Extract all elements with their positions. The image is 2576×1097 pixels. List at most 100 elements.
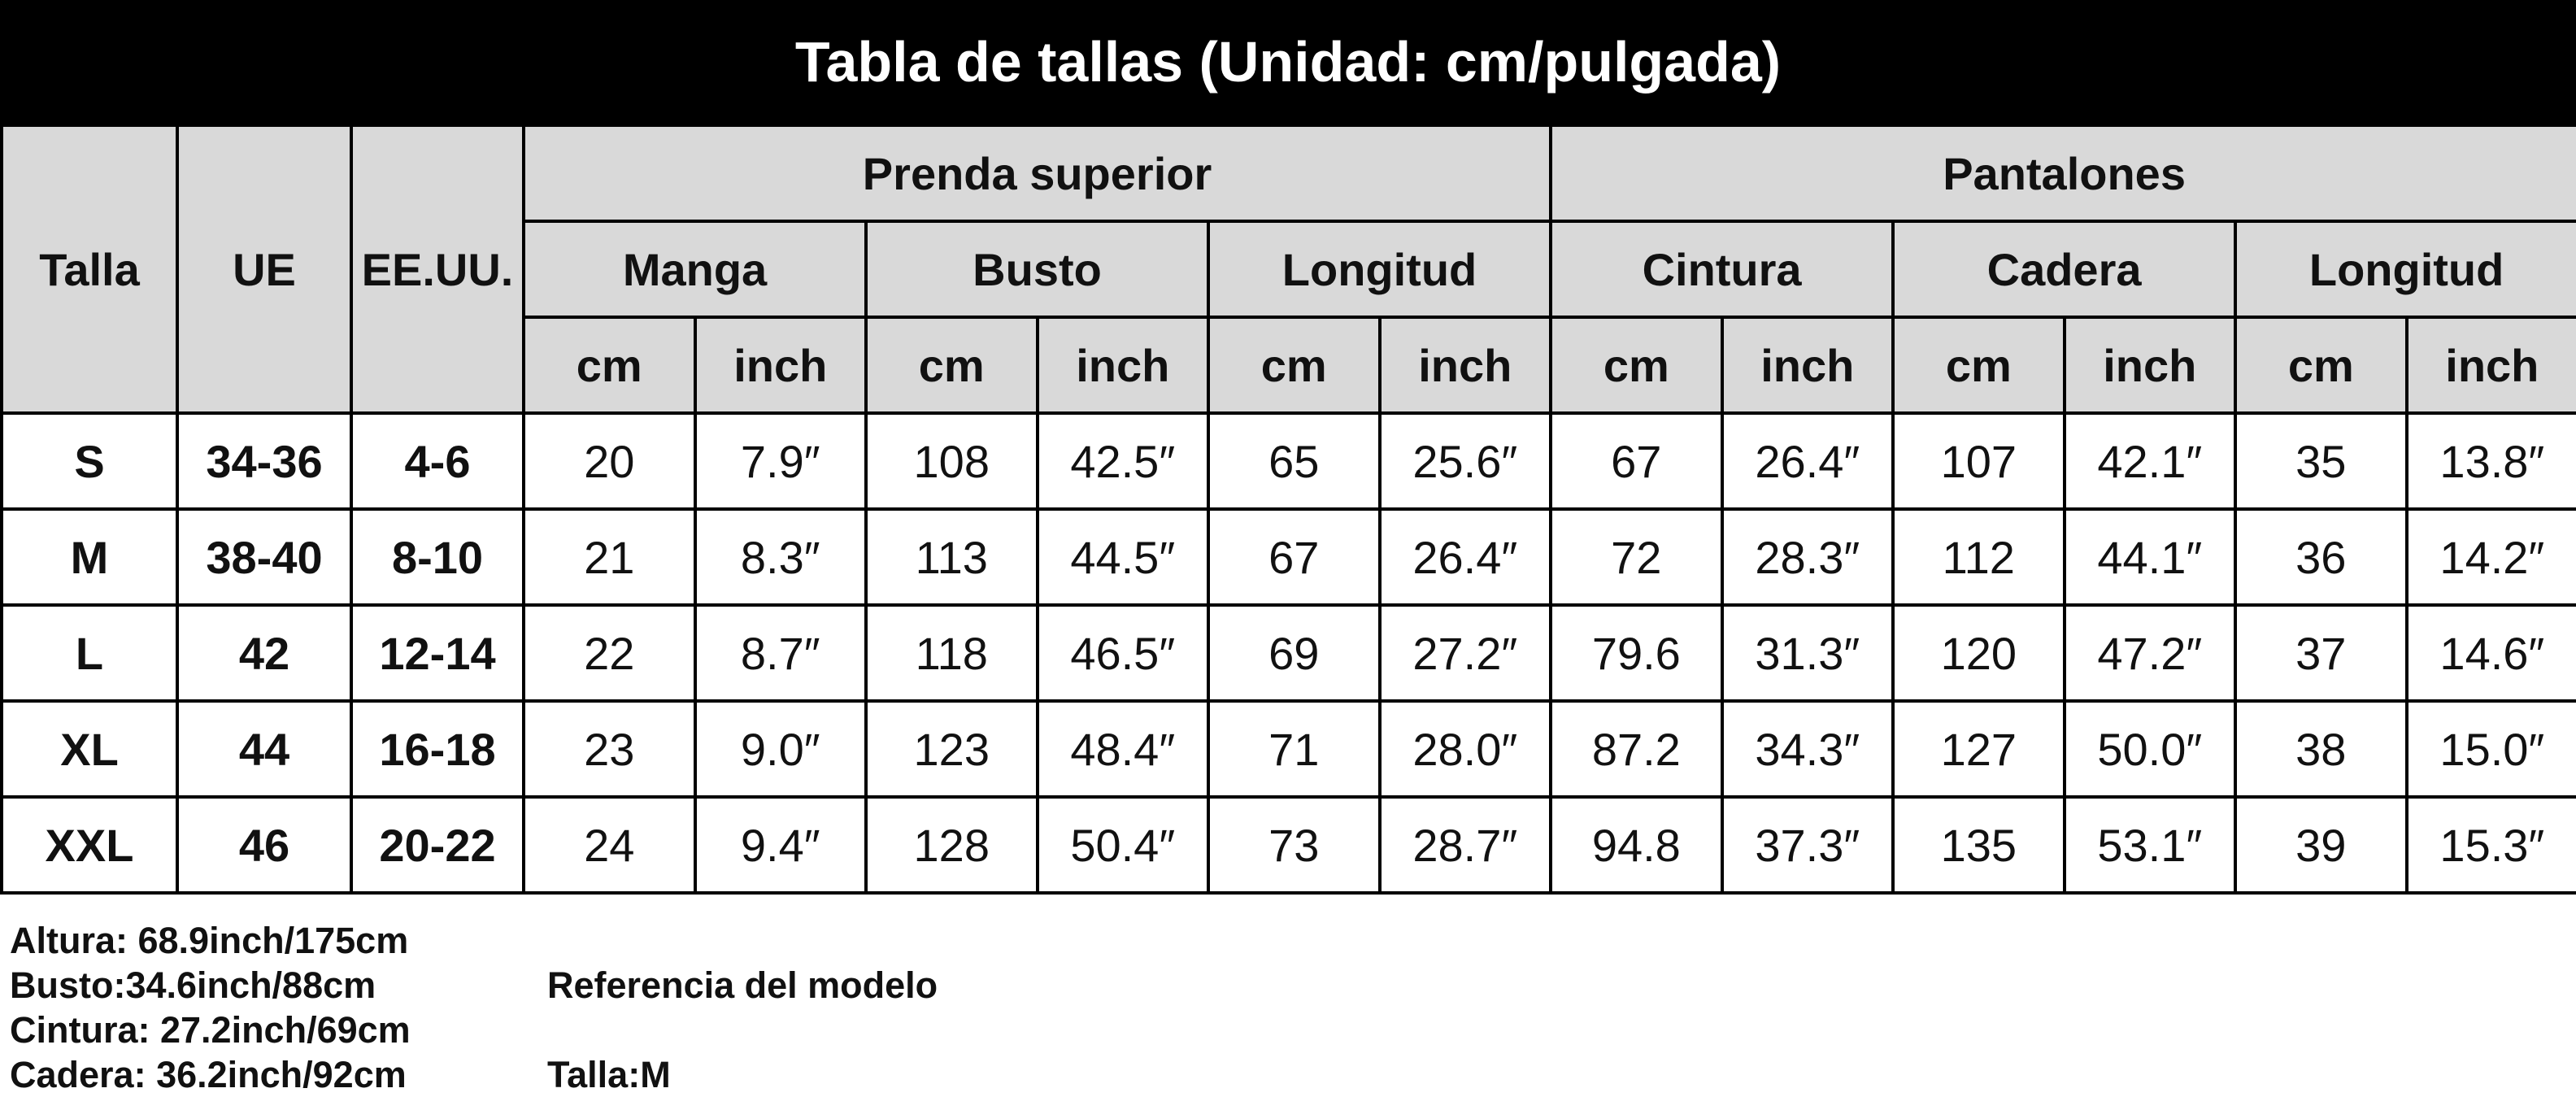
column-header: Talla: [0, 124, 179, 415]
cell: 42.5″: [1035, 411, 1210, 511]
cell: 8.3″: [693, 507, 868, 607]
cell: 15.0″: [2404, 699, 2576, 799]
sub-header: Longitud: [1206, 220, 1553, 319]
cell: 69: [1207, 603, 1382, 703]
cell: 42: [176, 603, 353, 703]
cell: 87.2: [1549, 699, 1724, 799]
cell: 37.3″: [1720, 795, 1895, 895]
cell: 72: [1549, 507, 1724, 607]
cell: 42.1″: [2062, 411, 2238, 511]
cell: XXL: [0, 795, 179, 895]
model-measurement: Cintura: 27.2inch/69cm: [10, 1009, 411, 1051]
column-header: EE.UU.: [350, 124, 525, 415]
cell: 107: [1891, 411, 2066, 511]
footer: Altura: 68.9inch/175cm Busto:34.6inch/88c…: [0, 919, 2576, 1095]
cell: L: [0, 603, 179, 703]
cell: 9.4″: [693, 795, 868, 895]
unit-header: cm: [864, 316, 1039, 415]
cell: 46.5″: [1035, 603, 1210, 703]
cell: 4-6: [350, 411, 525, 511]
size-label: Talla:M: [547, 1054, 671, 1095]
unit-header: inch: [2404, 316, 2576, 415]
column-header: UE: [176, 124, 353, 415]
reference-label: Referencia del modelo: [547, 964, 938, 1006]
cell: XL: [0, 699, 179, 799]
cell: M: [0, 507, 179, 607]
cell: 15.3″: [2404, 795, 2576, 895]
cell: 34-36: [176, 411, 353, 511]
cell: 7.9″: [693, 411, 868, 511]
cell: 20-22: [350, 795, 525, 895]
cell: 38: [2234, 699, 2408, 799]
sub-header: Cintura: [1549, 220, 1895, 319]
unit-header: cm: [1891, 316, 2066, 415]
data-row: XXL 46 20-22 24 9.4″ 128 50.4″ 73 28.7″ 94.8 37.3″…: [0, 795, 2576, 895]
unit-header: inch: [1720, 316, 1895, 415]
cell: 26.4″: [1377, 507, 1553, 607]
cell: 135: [1891, 795, 2066, 895]
cell: 71: [1207, 699, 1382, 799]
cell: 128: [864, 795, 1039, 895]
cell: 67: [1549, 411, 1724, 511]
cell: 34.3″: [1720, 699, 1895, 799]
cell: 26.4″: [1720, 411, 1895, 511]
header-row: cm inch cm inch cm inch cm inch cm inch cm inch: [2, 316, 2576, 415]
cell: 65: [1207, 411, 1382, 511]
title: Tabla de tallas (Unidad: cm/pulgada): [794, 30, 1782, 94]
cell: 12-14: [350, 603, 525, 703]
cell: 50.4″: [1035, 795, 1210, 895]
cell: 120: [1891, 603, 2066, 703]
cell: 31.3″: [1720, 603, 1895, 703]
cell: 53.1″: [2062, 795, 2238, 895]
cell: 44.1″: [2062, 507, 2238, 607]
unit-header: cm: [2234, 316, 2408, 415]
header-row: Talla UE EE.UU. Prenda superior Pantalones: [0, 124, 2576, 415]
cell: 28.3″: [1720, 507, 1895, 607]
cell: 118: [864, 603, 1039, 703]
cell: 48.4″: [1035, 699, 1210, 799]
unit-header: inch: [1035, 316, 1210, 415]
cell: 123: [864, 699, 1039, 799]
cell: 14.6″: [2404, 603, 2576, 703]
cell: 14.2″: [2404, 507, 2576, 607]
cell: 44: [176, 699, 353, 799]
cell: 38-40: [176, 507, 353, 607]
unit-header: cm: [1207, 316, 1382, 415]
cell: 8.7″: [693, 603, 868, 703]
header-row: Manga Busto Longitud Cintura Cadera Longitud: [2, 220, 2576, 319]
cell: 27.2″: [1377, 603, 1553, 703]
title-bar: Tabla de tallas (Unidad: cm/pulgada): [0, 0, 2576, 124]
data-row: S 34-36 4-6 20 7.9″ 108 42.5″ 65 25.6″ 67 26.4″ 107…: [0, 411, 2576, 511]
unit-header: cm: [522, 316, 697, 415]
sub-header: Busto: [864, 220, 1210, 319]
cell: S: [0, 411, 179, 511]
cell: 127: [1891, 699, 2066, 799]
cell: 22: [522, 603, 697, 703]
cell: 25.6″: [1377, 411, 1553, 511]
cell: 113: [864, 507, 1039, 607]
model-measurement: Altura: 68.9inch/175cm: [10, 920, 409, 961]
cell: 13.8″: [2404, 411, 2576, 511]
model-measurement: Cadera: 36.2inch/92cm: [10, 1054, 407, 1095]
unit-header: inch: [2062, 316, 2238, 415]
cell: 67: [1207, 507, 1382, 607]
cell: 28.7″: [1377, 795, 1553, 895]
data-row: XL 44 16-18 23 9.0″ 123 48.4″ 71 28.0″ 87.2 34.3″ 1…: [0, 699, 2576, 799]
cell: 94.8: [1549, 795, 1724, 895]
cell: 36: [2234, 507, 2408, 607]
data-row: L 42 12-14 22 8.7″ 118 46.5″ 69 27.2″ 79.6 31.3″ 12…: [0, 603, 2576, 703]
cell: 47.2″: [2062, 603, 2238, 703]
cell: 79.6: [1549, 603, 1724, 703]
sub-header: Cadera: [1891, 220, 2238, 319]
cell: 9.0″: [693, 699, 868, 799]
cell: 24: [522, 795, 697, 895]
unit-header: inch: [693, 316, 868, 415]
unit-header: cm: [1549, 316, 1724, 415]
cell: 35: [2234, 411, 2408, 511]
cell: 23: [522, 699, 697, 799]
cell: 44.5″: [1035, 507, 1210, 607]
cell: 16-18: [350, 699, 525, 799]
size-table: Talla UE EE.UU. Prenda superior Pantalones Ma…: [0, 124, 2576, 895]
cell: 20: [522, 411, 697, 511]
